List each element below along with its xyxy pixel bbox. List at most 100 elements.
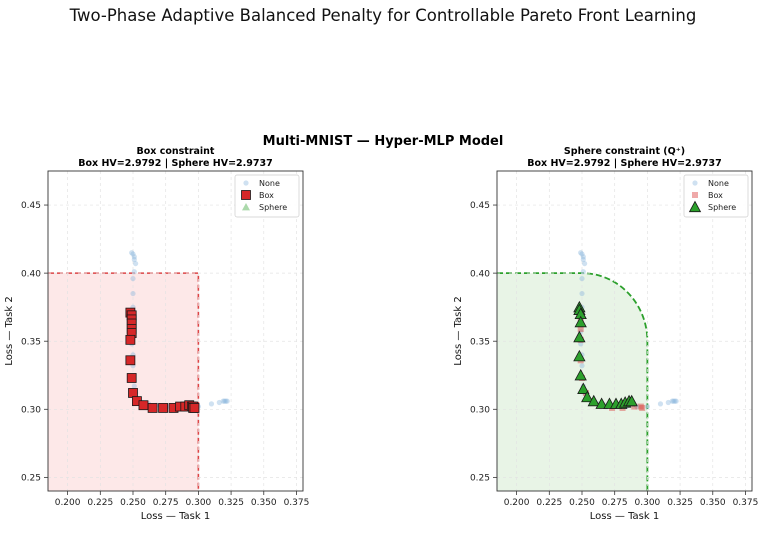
x-tick-label: 0.200 [504,498,530,508]
data-point-none [130,251,136,257]
data-point-none [131,254,137,260]
legend-marker-sphere [688,200,702,213]
legend-marker-none [692,180,698,186]
x-tick-label: 0.275 [153,498,179,508]
x-tick-label: 0.350 [251,498,277,508]
data-point-box [138,400,149,411]
legend-marker-none [243,180,249,186]
y-axis-label: Loss — Task 2 [4,296,15,365]
chart-subtitle: Box HV=2.9792 | Sphere HV=2.9737 [78,158,272,169]
data-point-sphere [573,330,586,343]
data-point-none [672,398,678,404]
data-point-box [158,403,168,413]
plot-frame [496,170,753,492]
y-tick-label: 0.25 [470,474,490,484]
data-point-none [220,398,226,404]
legend-label: None [708,179,729,188]
sphere-boundary-line [497,272,649,491]
x-axis-label: Loss — Task 1 [141,511,210,522]
data-point-box [128,388,138,398]
y-tick-label: 0.40 [470,269,490,279]
data-point-box [147,403,158,413]
y-tick-label: 0.40 [21,269,41,279]
x-tick-label: 0.375 [284,498,310,508]
x-tick-label: 0.325 [667,498,693,508]
box-region [48,273,199,491]
legend-label: Sphere [708,203,736,212]
chart-panel-2: Sphere constraint (Q⁺)Box HV=2.9792 | Sp… [453,146,758,522]
data-point-sphere [587,394,600,407]
x-tick-label: 0.250 [569,498,595,508]
x-tick-label: 0.225 [536,498,562,508]
data-point-none [580,256,586,263]
data-point-box [637,403,644,410]
x-tick-label: 0.275 [602,498,628,508]
y-tick-label: 0.25 [21,474,41,484]
data-point-none [580,269,586,275]
data-point-none [579,251,585,257]
x-tick-label: 0.325 [218,498,244,508]
data-point-none [131,269,137,275]
data-point-sphere [577,382,590,394]
figure-suptitle: Multi-MNIST — Hyper-MLP Model [263,134,504,149]
data-point-none [673,398,679,404]
y-tick-label: 0.35 [470,337,490,347]
legend-label: Box [708,191,723,200]
data-point-none [130,275,136,282]
x-tick-label: 0.225 [87,498,113,508]
y-tick-label: 0.30 [470,405,490,415]
x-axis-label: Loss — Task 1 [590,511,659,522]
data-point-sphere [574,315,587,328]
y-tick-label: 0.45 [21,201,41,211]
legend-label: None [259,179,280,188]
y-tick-label: 0.35 [21,337,41,347]
data-point-box [189,403,200,413]
data-point-none [223,398,229,404]
data-point-none [578,250,584,256]
x-tick-label: 0.250 [120,498,146,508]
data-point-none [669,398,675,404]
plot-frame [47,170,304,492]
page-title: Two-Phase Adaptive Balanced Penalty for … [69,6,697,25]
sphere-region [497,273,648,491]
data-point-none [131,383,137,389]
data-point-none [580,254,586,260]
data-point-sphere [574,368,587,381]
chart-title: Box constraint [137,146,215,157]
data-point-none [665,399,671,406]
data-point-none [208,401,215,407]
data-point-none [133,260,139,267]
data-point-none [130,290,136,297]
chart-title: Sphere constraint (Q⁺) [564,146,685,157]
legend-label: Box [259,191,274,200]
x-tick-label: 0.375 [733,498,759,508]
data-point-box [639,404,646,411]
y-tick-label: 0.30 [21,405,41,415]
data-point-box [125,334,136,345]
x-tick-label: 0.300 [186,498,212,508]
x-tick-label: 0.200 [55,498,81,508]
series-sphere [573,300,638,409]
data-point-none [578,341,584,347]
data-point-box [126,373,137,383]
data-point-none [582,260,588,267]
legend-label: Sphere [259,203,287,212]
data-point-none [579,290,585,297]
x-tick-label: 0.300 [635,498,661,508]
data-point-box [631,403,638,410]
data-point-none [644,403,650,410]
data-point-sphere [581,390,594,403]
series-box [125,307,200,413]
x-tick-label: 0.350 [700,498,726,508]
data-point-box [125,355,136,366]
data-point-none [670,398,677,404]
data-point-sphere [595,397,608,409]
y-tick-label: 0.45 [470,201,490,211]
data-point-box [577,325,584,332]
data-point-none [579,275,585,282]
data-point-sphere [625,394,638,407]
data-point-none [131,256,137,263]
legend: None Box Sphere [234,174,300,218]
